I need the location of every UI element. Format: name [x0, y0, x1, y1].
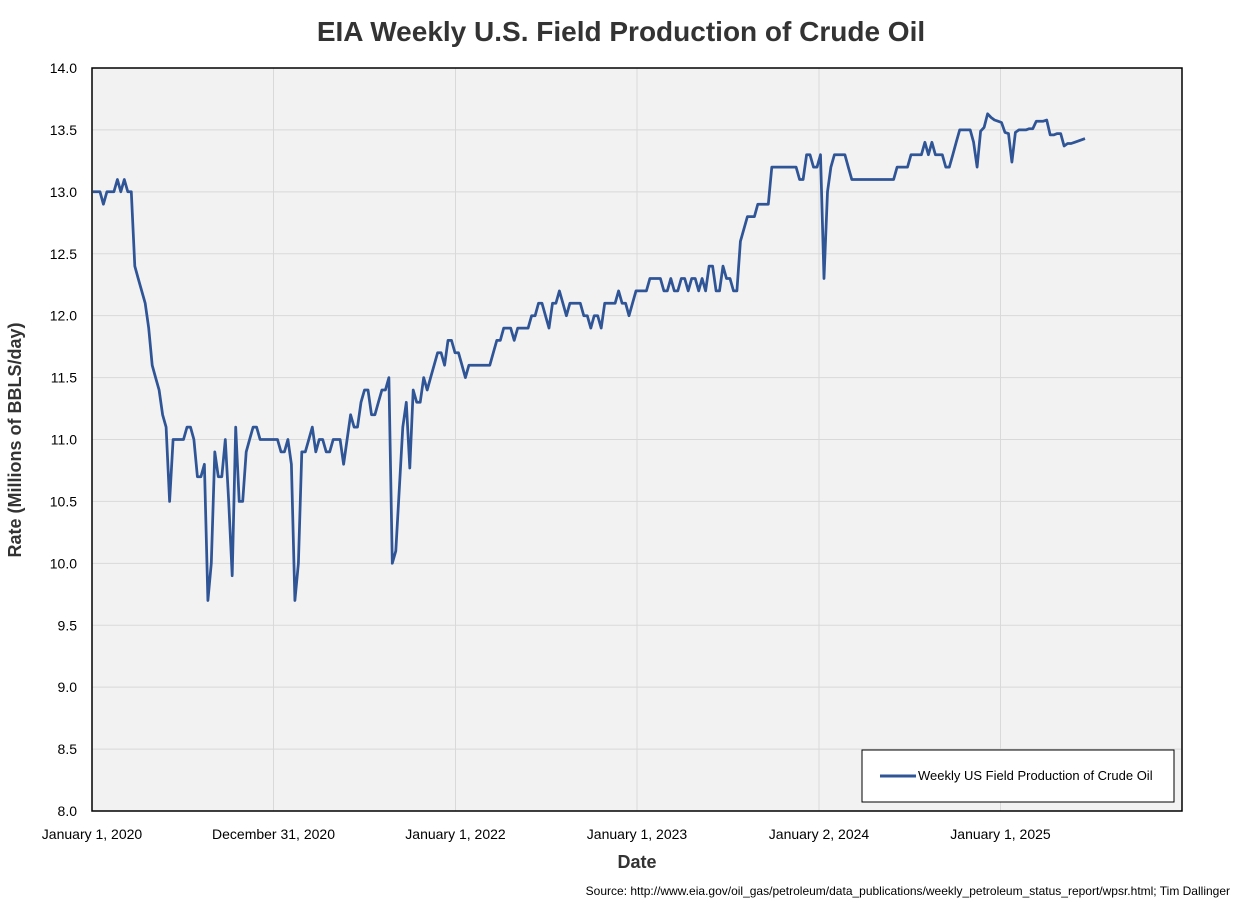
legend: Weekly US Field Production of Crude Oil	[861, 749, 1175, 803]
x-tick-label: January 1, 2023	[587, 826, 688, 842]
y-tick-label: 12.5	[50, 246, 77, 262]
x-tick-label: January 1, 2022	[405, 826, 506, 842]
x-tick-label: January 2, 2024	[769, 826, 870, 842]
y-axis-label: Rate (Millions of BBLS/day)	[5, 322, 25, 557]
y-tick-label: 12.0	[50, 308, 77, 324]
x-tick-label: December 31, 2020	[212, 826, 335, 842]
source-note: Source: http://www.eia.gov/oil_gas/petro…	[586, 884, 1230, 898]
x-axis-ticks: January 1, 2020 December 31, 2020 January …	[42, 826, 1051, 842]
plot-border	[91, 67, 1183, 812]
y-tick-label: 9.0	[58, 679, 78, 695]
x-tick-label: January 1, 2025	[950, 826, 1051, 842]
chart-title: EIA Weekly U.S. Field Production of Crud…	[317, 16, 925, 47]
y-axis-ticks: 8.0 8.5 9.0 9.5 10.0 10.5 11.0 11.5 12.0 12.5 13.0…	[50, 60, 77, 819]
y-tick-label: 11.5	[51, 370, 77, 386]
y-tick-label: 13.0	[50, 184, 77, 200]
y-tick-label: 14.0	[50, 60, 77, 76]
series-layer	[93, 112, 1086, 602]
y-tick-label: 8.5	[58, 741, 78, 757]
y-tick-label: 10.5	[50, 493, 77, 509]
y-tick-label: 10.0	[50, 555, 77, 571]
gridlines	[92, 67, 1182, 812]
legend-label: Weekly US Field Production of Crude Oil	[918, 768, 1153, 783]
y-tick-label: 11.0	[51, 432, 77, 448]
x-tick-label: January 1, 2020	[42, 826, 143, 842]
y-tick-label: 13.5	[50, 122, 77, 138]
y-tick-label: 9.5	[58, 617, 78, 633]
y-tick-label: 8.0	[58, 803, 78, 819]
x-axis-label: Date	[617, 852, 656, 872]
series-line	[93, 112, 1086, 602]
